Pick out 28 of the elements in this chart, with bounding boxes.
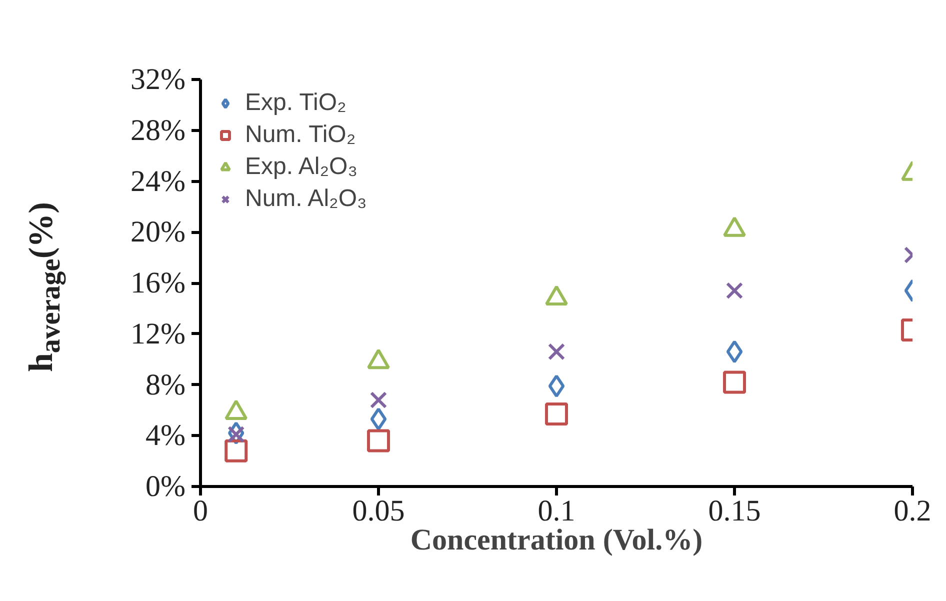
y-tick-label: 16% (130, 266, 186, 300)
legend-label: Num. Al₂O₃ (245, 185, 367, 213)
x-tick-label: 0.15 (708, 494, 761, 528)
point (370, 408, 387, 431)
point (545, 402, 568, 426)
y-tick-label: 24% (130, 164, 186, 198)
legend-label: Exp. TiO₂ (245, 89, 346, 117)
y-tick-label: 28% (130, 114, 186, 147)
point (370, 391, 388, 409)
point (548, 343, 566, 360)
y-tick-label: 0% (146, 470, 186, 503)
point (726, 340, 743, 364)
y-tick-label: 12% (130, 317, 186, 350)
y-tick-label: 20% (130, 216, 186, 249)
legend-label: Exp. Al₂O₃ (245, 153, 358, 181)
x-tick-label: 0 (193, 494, 208, 528)
point (726, 282, 744, 300)
x-tick-label: 0.2 (894, 494, 932, 528)
y-tick-label: 4% (146, 419, 186, 452)
point (548, 374, 565, 398)
y-tick-label: 8% (146, 368, 186, 402)
y-tick-label: 32% (130, 63, 186, 96)
x-tick-label: 0.05 (352, 494, 405, 528)
legend-label: Num. TiO₂ (245, 121, 356, 149)
point (224, 439, 248, 462)
point (228, 426, 245, 443)
point (367, 429, 390, 452)
point (723, 370, 746, 394)
